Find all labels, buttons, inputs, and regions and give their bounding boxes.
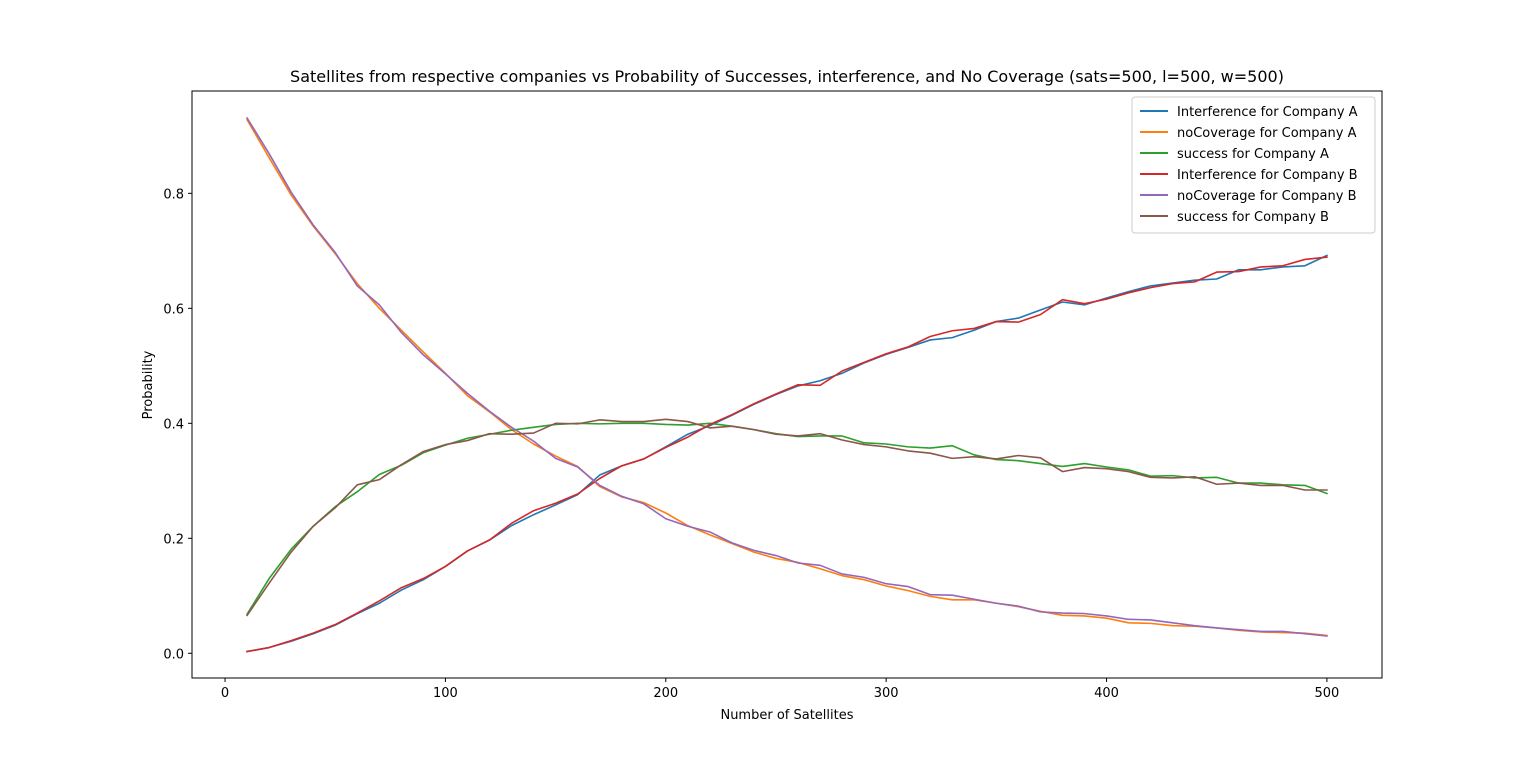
y-tick-label: 0.2 xyxy=(163,532,184,547)
x-axis: 0 100 200 300 400 500 xyxy=(221,678,1339,701)
series-line-4 xyxy=(246,256,1328,653)
x-tick-label: 200 xyxy=(653,686,678,701)
y-tick-label: 0.8 xyxy=(163,187,184,202)
y-tick-label: 0.6 xyxy=(163,302,184,317)
y-tick-label: 0.0 xyxy=(163,647,184,662)
legend: Interference for Company A noCoverage for… xyxy=(1131,96,1376,234)
x-tick-label: 500 xyxy=(1314,686,1339,701)
legend-label: success for Company A xyxy=(1177,147,1329,162)
legend-label: noCoverage for Company A xyxy=(1177,126,1357,141)
x-axis-label: Number of Satellites xyxy=(720,708,853,723)
series-line-5 xyxy=(245,116,1328,637)
legend-label: noCoverage for Company B xyxy=(1177,189,1357,204)
plot-area xyxy=(245,116,1328,653)
axes-frame xyxy=(191,90,1383,679)
y-tick-label: 0.4 xyxy=(163,417,184,432)
chart-title: Satellites from respective companies vs … xyxy=(290,67,1284,86)
x-tick-label: 300 xyxy=(874,686,899,701)
legend-box xyxy=(1131,96,1376,234)
x-tick-label: 0 xyxy=(221,686,229,701)
y-axis-label: Probability xyxy=(141,350,156,419)
x-tick-label: 100 xyxy=(433,686,458,701)
series-line-2 xyxy=(245,118,1328,637)
series-line-6 xyxy=(245,418,1328,617)
legend-label: Interference for Company B xyxy=(1177,168,1358,183)
legend-label: success for Company B xyxy=(1177,210,1329,225)
y-axis: 0.0 0.2 0.4 0.6 0.8 xyxy=(163,187,192,662)
legend-label: Interference for Company A xyxy=(1177,105,1358,120)
x-tick-label: 400 xyxy=(1094,686,1119,701)
